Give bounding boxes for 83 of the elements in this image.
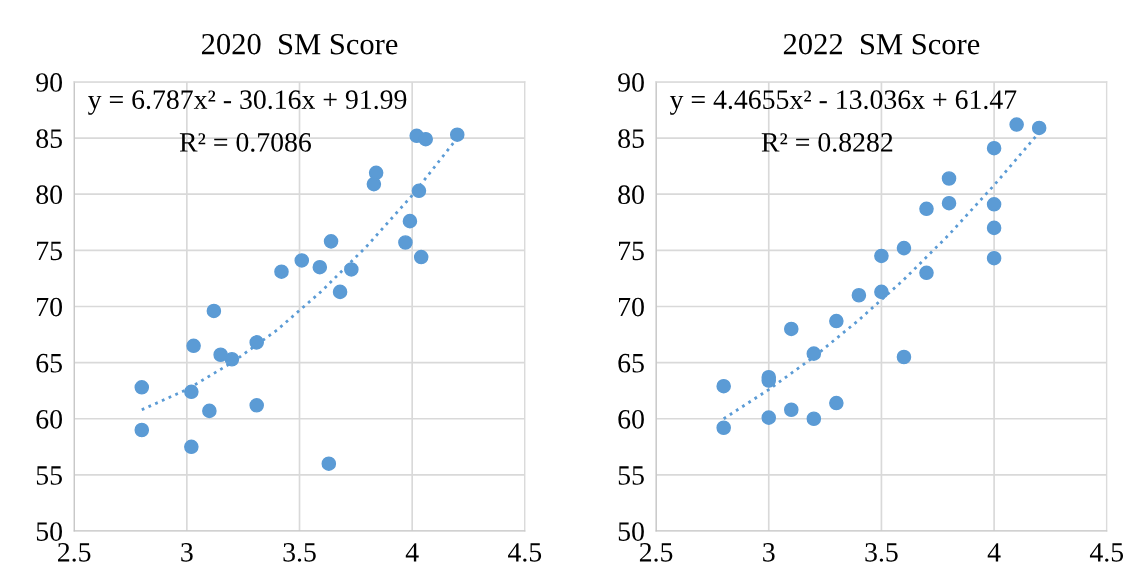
point bbox=[829, 313, 844, 329]
y-tick-label: 90 bbox=[36, 73, 62, 92]
point bbox=[249, 335, 264, 350]
point bbox=[323, 234, 339, 249]
point bbox=[1009, 117, 1024, 132]
point bbox=[986, 220, 1002, 236]
point bbox=[829, 395, 844, 411]
point bbox=[134, 380, 150, 395]
point bbox=[1031, 120, 1047, 136]
point bbox=[411, 183, 427, 199]
x-tick-label: 3.5 bbox=[283, 543, 316, 562]
point bbox=[274, 264, 289, 279]
annotation: y = 4.4655x² - 13.036x + 61.47 bbox=[669, 90, 1017, 115]
point bbox=[418, 131, 433, 147]
x-tick-label: 2.5 bbox=[639, 543, 673, 562]
point bbox=[184, 384, 199, 400]
point bbox=[206, 303, 222, 319]
x-tick-label: 2.5 bbox=[58, 543, 91, 562]
point bbox=[851, 287, 867, 303]
point bbox=[312, 259, 328, 275]
point bbox=[321, 456, 337, 471]
point bbox=[874, 248, 889, 264]
point bbox=[402, 213, 418, 229]
chart-title: 2022 SM Score bbox=[783, 33, 980, 55]
x-tick-label: 4.5 bbox=[508, 543, 542, 562]
x-tick-label: 4.5 bbox=[1089, 543, 1124, 562]
point bbox=[919, 201, 934, 217]
y-tick-label: 75 bbox=[37, 241, 62, 261]
point bbox=[986, 140, 1002, 156]
point bbox=[806, 346, 822, 361]
y-tick-label: 65 bbox=[618, 353, 644, 373]
point bbox=[874, 284, 889, 300]
y-tick-label: 75 bbox=[619, 241, 644, 261]
point bbox=[184, 439, 199, 455]
x-tick-label: 4 bbox=[405, 543, 419, 562]
y-tick-label: 70 bbox=[619, 297, 644, 317]
point bbox=[716, 420, 731, 436]
annotation: y = 6.787x² - 30.16x + 91.99 bbox=[88, 90, 407, 115]
point bbox=[134, 422, 150, 438]
point bbox=[202, 403, 217, 419]
point bbox=[332, 284, 348, 300]
point bbox=[213, 347, 228, 363]
point bbox=[986, 197, 1002, 212]
y-tick-label: 55 bbox=[36, 466, 62, 485]
x-tick-label: 3 bbox=[181, 543, 193, 562]
point bbox=[784, 321, 799, 337]
point bbox=[186, 338, 201, 354]
point bbox=[896, 349, 912, 365]
point bbox=[761, 410, 777, 425]
point bbox=[249, 397, 264, 413]
y-tick-label: 70 bbox=[37, 297, 62, 317]
y-tick-label: 65 bbox=[36, 353, 62, 373]
point bbox=[398, 235, 413, 250]
point bbox=[784, 402, 799, 418]
y-tick-label: 90 bbox=[618, 73, 644, 92]
point bbox=[224, 351, 240, 367]
point bbox=[449, 127, 465, 142]
y-tick-label: 60 bbox=[36, 409, 62, 429]
point bbox=[806, 411, 822, 427]
y-tick-label: 60 bbox=[618, 409, 644, 429]
annotation: R² = 0.8282 bbox=[761, 133, 893, 152]
point bbox=[941, 195, 957, 211]
y-tick-label: 85 bbox=[618, 129, 644, 148]
point bbox=[941, 171, 957, 186]
y-tick-label: 80 bbox=[618, 185, 644, 205]
point bbox=[896, 240, 912, 256]
chart-title: 2020 SM Score bbox=[201, 33, 398, 55]
point bbox=[413, 249, 429, 265]
y-tick-label: 50 bbox=[618, 522, 644, 541]
y-tick-label: 50 bbox=[36, 522, 62, 541]
point bbox=[294, 253, 310, 268]
y-tick-label: 80 bbox=[36, 185, 62, 205]
point bbox=[919, 265, 934, 281]
x-tick-label: 3 bbox=[763, 543, 775, 562]
point bbox=[344, 262, 359, 277]
point bbox=[716, 378, 731, 394]
y-tick-label: 85 bbox=[36, 129, 62, 148]
annotation: R² = 0.7086 bbox=[179, 133, 311, 152]
x-tick-label: 3.5 bbox=[865, 543, 898, 562]
x-tick-label: 4 bbox=[987, 543, 1001, 562]
point bbox=[368, 165, 384, 181]
point bbox=[986, 250, 1002, 266]
y-tick-label: 55 bbox=[618, 466, 644, 485]
